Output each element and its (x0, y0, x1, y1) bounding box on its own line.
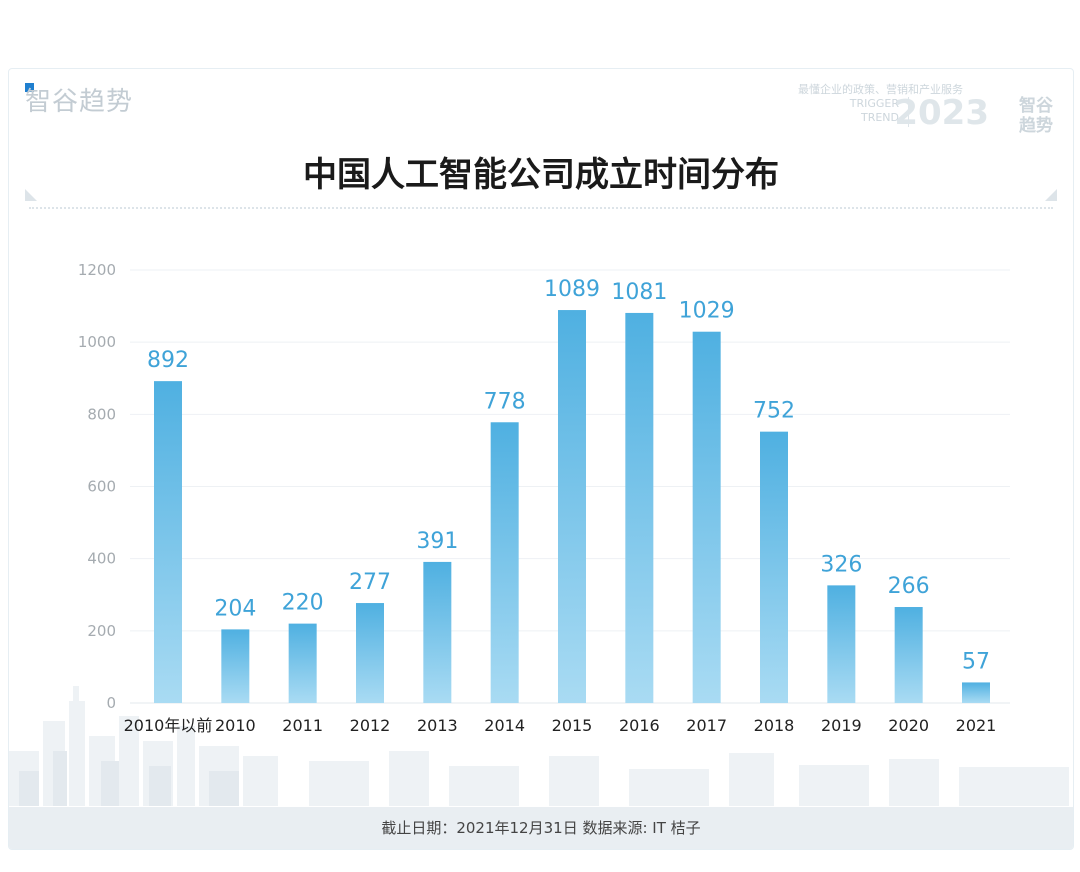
title-corner-right (1045, 189, 1057, 201)
title-corner-left (25, 189, 37, 201)
value-label: 57 (962, 649, 990, 674)
source-footer: 截止日期：2021年12月31日 数据来源: IT 桔子 (9, 807, 1073, 849)
bar-2012 (356, 603, 384, 703)
title-divider (29, 207, 1053, 209)
bar-2014 (490, 422, 519, 703)
header-badge: 最懂企业的政策、营销和产业服务 TRIGGER TREND 2023 智谷 趋势 (779, 79, 1059, 136)
bar-2010 (221, 629, 250, 703)
value-label: 204 (214, 596, 256, 621)
value-label: 778 (484, 389, 526, 414)
header-en-line2: TREND (860, 111, 899, 124)
value-label: 752 (753, 399, 795, 424)
x-tick-label: 2011 (282, 716, 323, 735)
bar-2015 (558, 310, 586, 703)
y-tick-label: 0 (106, 694, 116, 712)
bar-2013 (423, 561, 452, 703)
header-year: 2023 (894, 93, 989, 133)
brand-name: 智谷趋势 (25, 87, 134, 117)
bar-2018 (760, 431, 788, 703)
value-label: 892 (147, 348, 189, 373)
y-tick-label: 1200 (78, 261, 116, 279)
x-tick-label: 2018 (754, 716, 795, 735)
value-label: 1029 (679, 299, 735, 324)
x-tick-label: 2019 (821, 716, 862, 735)
value-label: 266 (888, 574, 930, 599)
y-tick-label: 800 (87, 405, 116, 423)
x-tick-label: 2014 (484, 716, 525, 735)
y-tick-label: 200 (87, 622, 116, 640)
x-tick-label: 2012 (350, 716, 391, 735)
y-tick-label: 600 (87, 478, 116, 496)
header-divider (908, 97, 909, 127)
bar-2017 (692, 331, 721, 703)
header-mark-line2: 趋势 (1019, 116, 1053, 136)
x-tick-label: 2010 (215, 716, 256, 735)
value-label: 220 (282, 591, 324, 616)
chart-title: 中国人工智能公司成立时间分布 (303, 155, 779, 195)
y-tick-label: 1000 (78, 333, 116, 351)
header-mark-line1: 智谷 (1019, 96, 1053, 116)
bar-2019 (827, 585, 856, 703)
chart-card: 智谷趋势 最懂企业的政策、营销和产业服务 TRIGGER TREND 2023 … (8, 68, 1074, 850)
x-tick-label: 2021 (956, 716, 997, 735)
x-tick-label: 2013 (417, 716, 458, 735)
x-tick-label: 2016 (619, 716, 660, 735)
x-tick-label: 2020 (888, 716, 929, 735)
value-label: 277 (349, 570, 391, 595)
value-label: 1081 (611, 280, 667, 305)
value-label: 326 (820, 552, 862, 577)
value-label: 391 (416, 529, 458, 554)
x-tick-label: 2010年以前 (124, 716, 213, 735)
header-tagline: 最懂企业的政策、营销和产业服务 (798, 83, 963, 96)
bar-2016 (625, 312, 654, 703)
x-tick-label: 2017 (686, 716, 727, 735)
brand-logo-mark (25, 83, 34, 92)
x-tick-label: 2015 (552, 716, 593, 735)
city-skyline-illustration (9, 686, 1069, 806)
header-en-line1: TRIGGER (849, 97, 899, 110)
bar-2011 (288, 623, 317, 703)
bar-2020 (894, 607, 923, 703)
value-label: 1089 (544, 277, 600, 302)
bar-2021 (962, 682, 990, 703)
bar-2010年以前 (154, 381, 182, 703)
y-tick-label: 400 (87, 550, 116, 568)
